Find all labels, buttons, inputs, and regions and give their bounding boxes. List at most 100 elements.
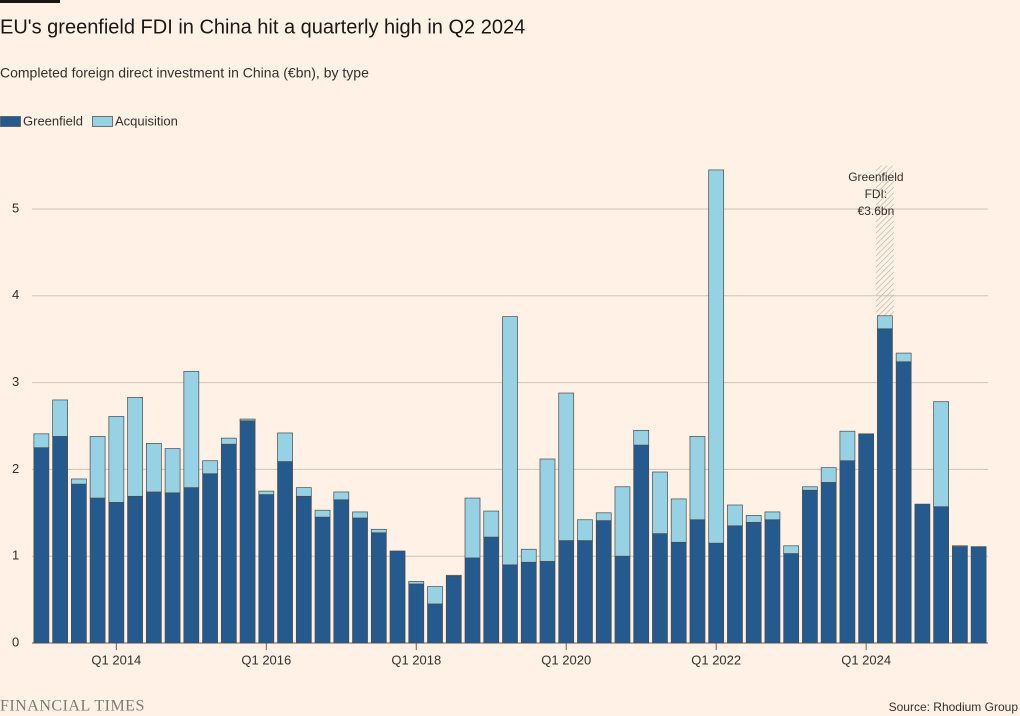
bar-segment: [708, 169, 725, 544]
bar-segment: [614, 486, 631, 557]
bar-segment: [539, 458, 556, 562]
annotation-hatch: [875, 165, 894, 316]
bar-segment: [314, 509, 331, 518]
bar-segment: [277, 461, 293, 644]
bar-segment: [108, 502, 125, 644]
bar-segment: [483, 510, 500, 538]
bar-segment: [520, 548, 537, 563]
bar-segment: [539, 561, 556, 644]
bar-segment: [220, 437, 237, 445]
bar-segment: [71, 483, 87, 644]
bar-segment: [427, 586, 443, 605]
bar-segment: [352, 511, 368, 519]
bar-segment: [389, 550, 406, 644]
bar-segment: [764, 519, 781, 644]
bar-segment: [464, 557, 481, 644]
bar-segment: [595, 512, 612, 521]
bar-segment: [802, 486, 818, 491]
bar-segment: [558, 392, 575, 541]
bar-segment: [670, 541, 687, 644]
bar-segment: [52, 399, 68, 437]
bar-segment: [633, 429, 650, 446]
bar-segment: [502, 316, 518, 566]
bar-segment: [577, 540, 593, 644]
bar-segment: [333, 491, 350, 501]
bar-segment: [970, 546, 987, 644]
x-tick-label: Q1 2014: [91, 652, 141, 667]
bar-segment: [877, 328, 893, 644]
y-tick-label: 2: [12, 461, 19, 476]
bar-segment: [89, 497, 106, 644]
bar-segment: [352, 517, 368, 644]
x-tick-label: Q1 2020: [541, 652, 591, 667]
bar-segment: [652, 471, 668, 534]
bar-segment: [727, 504, 743, 527]
bar-segment: [33, 447, 50, 644]
y-tick-label: 4: [12, 287, 19, 302]
bar-segment: [127, 495, 143, 644]
source: Source: Rhodium Group: [889, 700, 1019, 714]
bar-segment: [33, 433, 50, 449]
bar-segment: [952, 546, 968, 644]
bar-segment: [258, 494, 275, 644]
bar-segment: [202, 473, 218, 644]
bar-segment: [802, 489, 818, 644]
legend-label: Acquisition: [115, 113, 178, 128]
bar-segment: [783, 545, 800, 554]
bar-segment: [52, 436, 68, 644]
bar-segment: [745, 521, 762, 644]
legend-swatch: [92, 116, 113, 127]
bar-segment: [277, 432, 293, 462]
bar-segment: [145, 443, 162, 493]
bar-segment: [258, 490, 275, 495]
bar-segment: [370, 532, 387, 644]
bar-segment: [858, 433, 875, 644]
y-tick-label: 3: [12, 374, 19, 389]
bar-segment: [727, 525, 743, 644]
bar-segment: [408, 583, 425, 644]
y-tick-label: 5: [12, 200, 19, 215]
y-tick-label: 0: [12, 634, 19, 649]
legend-label: Greenfield: [23, 113, 83, 128]
bar-segment: [183, 487, 200, 644]
bar-segment: [183, 370, 200, 488]
x-tick-label: Q1 2022: [691, 652, 741, 667]
bar-segment: [370, 528, 387, 534]
bar-segment: [71, 478, 87, 485]
bar-segment: [239, 420, 256, 644]
bar-segment: [295, 495, 312, 644]
bar-segment: [520, 561, 537, 644]
bar-segment: [145, 491, 162, 644]
bar-segment: [839, 430, 856, 462]
y-tick-label: 1: [12, 548, 19, 563]
annotation: €3.6bn: [858, 204, 895, 218]
annotation: FDI:: [865, 187, 888, 201]
bar-segment: [445, 574, 462, 577]
bar-segment: [427, 603, 443, 644]
bar-segment: [89, 436, 106, 499]
bar-segment: [895, 352, 912, 363]
brand: FINANCIAL TIMES: [0, 698, 145, 715]
bar-segment: [783, 553, 800, 644]
chart-subtitle: Completed foreign direct investment in C…: [0, 65, 369, 81]
bar-segment: [689, 436, 706, 521]
bar-segment: [558, 540, 575, 644]
x-tick-label: Q1 2018: [391, 652, 441, 667]
bar-segment: [708, 542, 725, 644]
bar-segment: [839, 460, 856, 644]
bar-segment: [670, 498, 687, 543]
bar-segment: [483, 536, 500, 644]
bar-segment: [127, 397, 143, 497]
bar-segment: [895, 361, 912, 644]
x-tick-label: Q1 2024: [841, 652, 891, 667]
bar-segment: [652, 533, 668, 644]
bar-segment: [464, 497, 481, 559]
bar-segment: [745, 515, 762, 523]
bar-segment: [408, 581, 425, 585]
bar-segment: [502, 564, 518, 644]
bar-segment: [220, 443, 237, 644]
bar-segment: [239, 418, 256, 422]
bar-segment: [108, 416, 125, 503]
bar-segment: [445, 575, 462, 644]
